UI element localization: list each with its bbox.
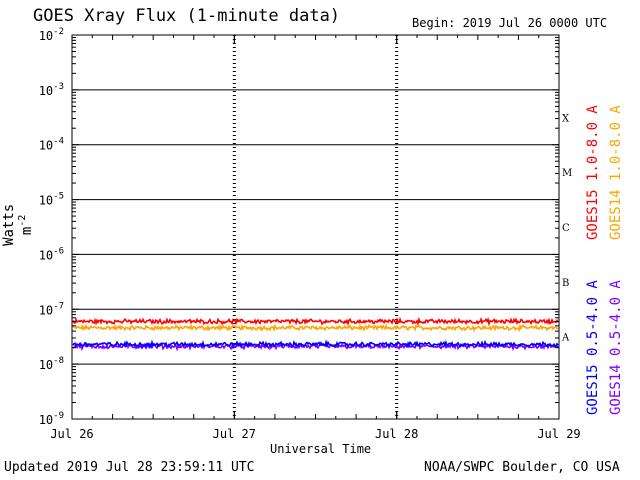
plot-frame bbox=[71, 34, 560, 420]
flare-class-label: X bbox=[562, 113, 570, 124]
begin-time: Begin: 2019 Jul 26 0000 UTC bbox=[412, 16, 608, 30]
x-tick-label: Jul 27 bbox=[213, 427, 256, 441]
series-line bbox=[72, 323, 559, 333]
legend-entry: GOES14 0.5-4.0 A bbox=[608, 280, 624, 415]
y-tick-label: 10-3 bbox=[39, 82, 64, 98]
y-tick-label: 10-8 bbox=[39, 356, 64, 372]
series-line bbox=[72, 316, 559, 327]
y-axis-label: Watts m-2 bbox=[1, 203, 35, 246]
x-tick-label: Jul 28 bbox=[375, 427, 418, 441]
series-line bbox=[72, 339, 559, 349]
x-tick-label: Jul 29 bbox=[537, 427, 580, 441]
x-tick-label: Jul 26 bbox=[50, 427, 93, 441]
legend-entry: GOES14 1.0-8.0 A bbox=[608, 105, 624, 240]
labels: 10-9 10-8 10-7 10-6 10-5 10-4 10-3 10-2 Jul 26 Ju… bbox=[39, 27, 624, 441]
y-tick-label: 10-9 bbox=[39, 411, 64, 427]
legend-entry: GOES15 1.0-8.0 A bbox=[585, 105, 601, 240]
ticks bbox=[71, 35, 560, 420]
y-tick-label: 10-6 bbox=[39, 246, 64, 262]
flare-class-label: C bbox=[562, 223, 570, 234]
flare-class-label: B bbox=[562, 278, 569, 289]
credit-text: NOAA/SWPC Boulder, CO USA bbox=[424, 460, 620, 475]
y-tick-label: 10-4 bbox=[39, 137, 64, 153]
updated-time: Updated 2019 Jul 28 23:59:11 UTC bbox=[4, 460, 255, 475]
y-tick-label: 10-7 bbox=[39, 301, 64, 317]
chart-title: GOES Xray Flux (1-minute data) bbox=[33, 6, 341, 26]
series bbox=[72, 316, 559, 352]
y-tick-label: 10-5 bbox=[39, 192, 64, 208]
grid bbox=[72, 35, 559, 419]
y-tick-label: 10-2 bbox=[39, 27, 64, 43]
x-axis-label: Universal Time bbox=[270, 442, 372, 456]
legend-entry: GOES15 0.5-4.0 A bbox=[585, 280, 601, 415]
flare-class-label: M bbox=[562, 168, 572, 179]
flare-class-label: A bbox=[561, 333, 570, 344]
